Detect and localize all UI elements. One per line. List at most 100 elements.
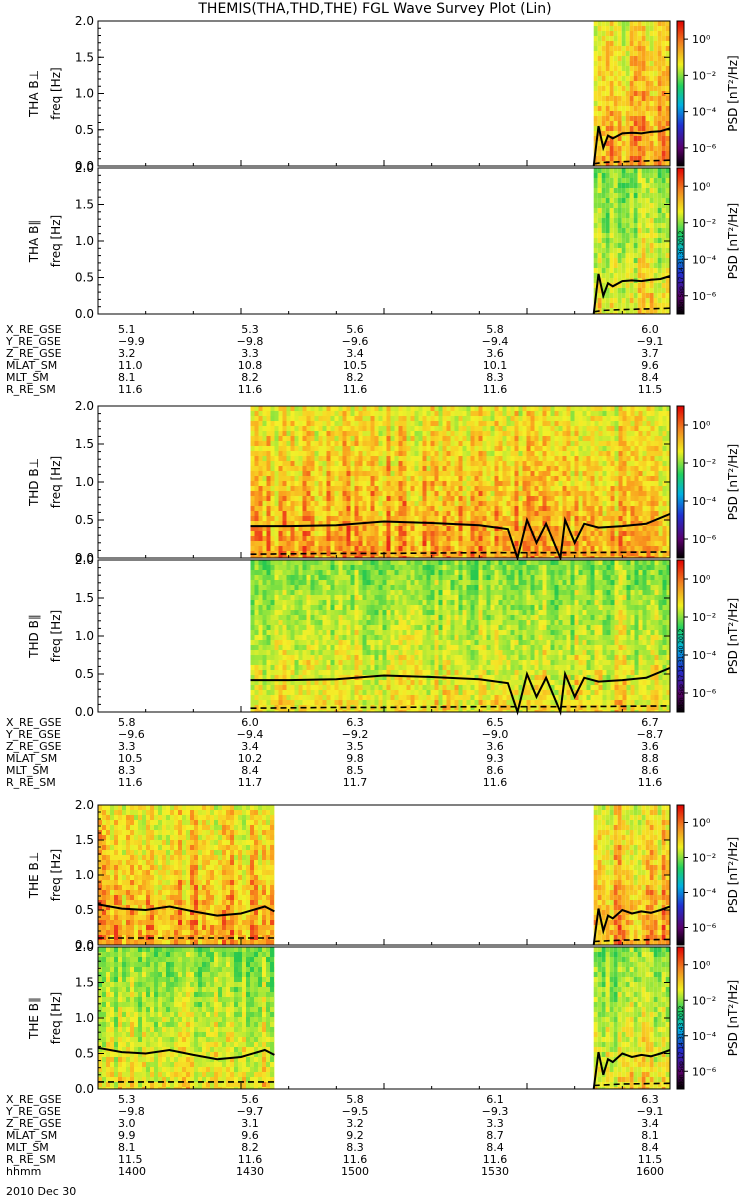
heatmap-cell [390, 431, 395, 436]
heatmap-cell [278, 625, 283, 630]
heatmap-cell [662, 531, 667, 536]
heatmap-cell [406, 461, 411, 466]
heatmap-cell [474, 486, 479, 491]
heatmap-cell [486, 491, 491, 496]
heatmap-cell [306, 521, 311, 526]
trace-dashed-line [250, 551, 671, 555]
heatmap-cell [414, 446, 419, 451]
heatmap-cell [649, 193, 654, 198]
heatmap-cell [637, 61, 642, 66]
heatmap-cell [570, 426, 575, 431]
heatmap-cell [514, 446, 519, 451]
heatmap-cell [645, 46, 650, 51]
heatmap-cell [649, 61, 654, 66]
heatmap-cell [649, 56, 654, 61]
heatmap-cell [274, 640, 279, 645]
heatmap-cell [645, 41, 650, 46]
heatmap-cell [658, 461, 663, 466]
heatmap-cell [661, 188, 666, 193]
heatmap-cell [322, 441, 327, 446]
heatmap-cell [254, 645, 259, 650]
heatmap-cell [382, 496, 387, 501]
heatmap-cell [566, 436, 571, 441]
heatmap-cell [649, 308, 654, 313]
heatmap-cell [318, 536, 323, 541]
heatmap-cell [613, 36, 618, 41]
heatmap-cell [478, 486, 483, 491]
heatmap-cell [454, 431, 459, 436]
heatmap-cell [665, 268, 670, 273]
heatmap-cell [594, 416, 599, 421]
heatmap-cell [641, 116, 646, 121]
heatmap-cell [386, 531, 391, 536]
heatmap-cell [278, 655, 283, 660]
heatmap-cell [618, 431, 623, 436]
heatmap-cell [286, 466, 291, 471]
heatmap-cell [594, 496, 599, 501]
heatmap-cell [462, 426, 467, 431]
heatmap-cell [290, 565, 295, 570]
heatmap-cell [466, 411, 471, 416]
heatmap-cell [554, 476, 559, 481]
heatmap-cell [653, 273, 658, 278]
heatmap-cell [530, 476, 535, 481]
heatmap-cell [450, 546, 455, 551]
heatmap-cell [274, 486, 279, 491]
heatmap-cell [526, 506, 531, 511]
heatmap-cell [466, 426, 471, 431]
heatmap-cell [526, 481, 531, 486]
heatmap-cell [314, 471, 319, 476]
heatmap-cell [650, 426, 655, 431]
heatmap-cell [346, 551, 351, 556]
heatmap-cell [522, 416, 527, 421]
heatmap-cell [602, 516, 607, 521]
heatmap-cell [622, 496, 627, 501]
heatmap-cell [633, 66, 638, 71]
heatmap-cell [554, 451, 559, 456]
heatmap-cell [601, 96, 606, 101]
heatmap-cell [450, 501, 455, 506]
heatmap-cell [542, 406, 547, 411]
heatmap-cell [653, 61, 658, 66]
heatmap-cell [278, 471, 283, 476]
heatmap-cell [657, 66, 662, 71]
y-tick-label: 0.0 [75, 551, 94, 565]
heatmap-cell [374, 511, 379, 516]
heatmap-cell [550, 521, 555, 526]
heatmap-cell [645, 31, 650, 36]
heatmap-cell [322, 546, 327, 551]
heatmap-cell [649, 91, 654, 96]
heatmap-cell [642, 461, 647, 466]
heatmap-cell [362, 531, 367, 536]
heatmap-cell [310, 491, 315, 496]
heatmap-cell [458, 446, 463, 451]
heatmap-cell [610, 486, 615, 491]
heatmap-cell [617, 136, 622, 141]
heatmap-cell [494, 471, 499, 476]
heatmap-cell [510, 461, 515, 466]
heatmap-cell [649, 208, 654, 213]
heatmap-cell [522, 501, 527, 506]
heatmap-cell [558, 436, 563, 441]
heatmap-cell [358, 451, 363, 456]
heatmap-cell [629, 81, 634, 86]
heatmap-cell [617, 101, 622, 106]
heatmap-cell [506, 486, 511, 491]
heatmap-cell [286, 471, 291, 476]
heatmap-cell [622, 501, 627, 506]
heatmap-cell [290, 471, 295, 476]
heatmap-cell [390, 416, 395, 421]
heatmap-cell [350, 511, 355, 516]
heatmap-cell [570, 441, 575, 446]
heatmap-cell [326, 506, 331, 511]
heatmap-cell [625, 96, 630, 101]
heatmap-cell [626, 501, 631, 506]
heatmap-cell [609, 61, 614, 66]
heatmap-cell [518, 481, 523, 486]
heatmap-cell [650, 516, 655, 521]
heatmap-cell [594, 456, 599, 461]
heatmap-cell [625, 66, 630, 71]
heatmap-cell [646, 441, 651, 446]
heatmap-cell [342, 501, 347, 506]
